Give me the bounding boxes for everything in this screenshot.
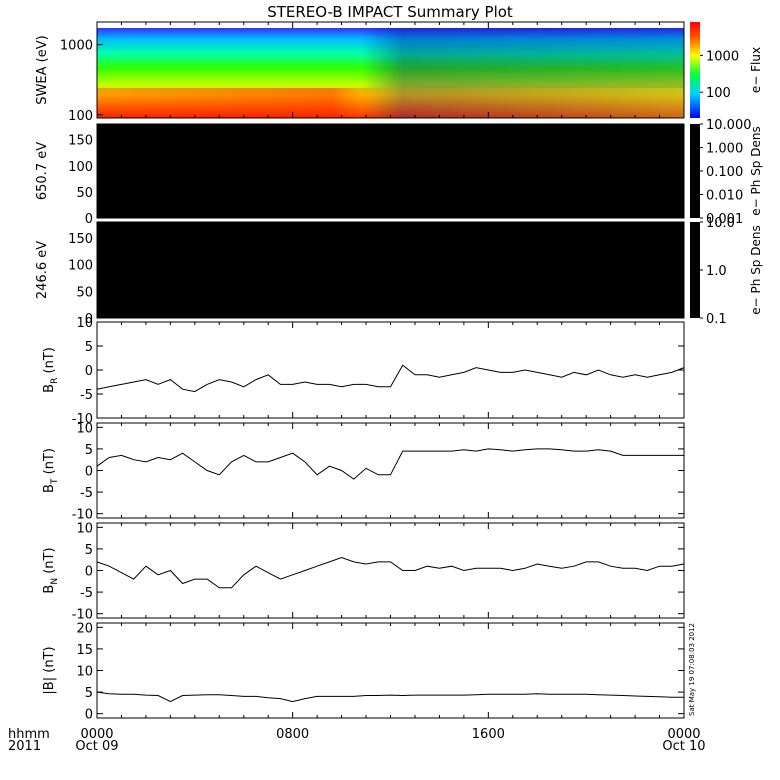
field-trace <box>96 448 684 480</box>
y-tick-label: 100 <box>68 259 93 274</box>
y-tick-label: 150 <box>68 232 93 247</box>
panel-4: -10 -5 0 5 10 BR (nT) <box>42 316 685 427</box>
y-tick-label: 100 <box>68 109 93 124</box>
y-axis-label: 246.6 eV <box>35 241 50 299</box>
y-axis-label: BN (nT) <box>42 547 60 593</box>
field-trace <box>96 364 685 393</box>
colorbar-label: e− Flux <box>749 47 763 93</box>
y-tick-label: 5 <box>85 340 93 355</box>
panel-frame <box>96 422 685 519</box>
y-tick-label: 5 <box>85 686 93 701</box>
y-tick-label: 20 <box>76 621 93 636</box>
colorbar-tick-label: 0.010 <box>706 189 743 204</box>
pad-spectrogram <box>97 222 684 318</box>
y-tick-label: 0 <box>85 708 93 723</box>
y-tick-label: 10 <box>76 521 93 536</box>
y-tick-label: -10 <box>72 508 93 523</box>
y-tick-label: 50 <box>76 186 93 201</box>
year-label: 2011 <box>8 739 41 754</box>
y-axis-label-main: B <box>42 384 57 393</box>
y-tick-label: -10 <box>72 608 93 623</box>
colorbar-label: e− Ph Sp Dens <box>749 225 763 314</box>
y-tick-label: 10 <box>76 316 93 331</box>
y-axis-label-unit: (nT) <box>42 547 57 577</box>
y-axis-label: BT (nT) <box>42 448 60 493</box>
date-tick-label: Oct 10 <box>662 739 705 754</box>
y-tick-label: 1000 <box>60 39 93 54</box>
plot-title: STEREO-B IMPACT Summary Plot <box>267 3 513 21</box>
y-axis-label: |B| (nT) <box>42 646 57 694</box>
y-tick-label: 10 <box>76 665 93 680</box>
pad-spectrogram <box>97 124 684 218</box>
y-axis-label-subscript: T <box>50 478 60 485</box>
y-axis-label-unit: (nT) <box>42 448 57 478</box>
y-axis-label-main: B <box>42 585 57 594</box>
y-axis-label: BR (nT) <box>42 347 60 393</box>
time-tick-label: 0800 <box>276 727 309 742</box>
y-tick-label: 50 <box>76 285 93 300</box>
y-tick-label: 0 <box>85 312 93 327</box>
y-axis-label-subscript: R <box>50 378 60 384</box>
panel-frame <box>96 622 685 719</box>
time-tick-label: 0000 <box>80 727 113 742</box>
panel-6: -10 -5 0 5 10 BN (nT) <box>42 521 685 623</box>
y-axis-label-unit: (nT) <box>42 347 57 377</box>
colorbar <box>690 22 700 118</box>
panel-5: -10 -5 0 5 10 BT (nT) <box>42 421 685 523</box>
field-trace <box>96 556 685 589</box>
y-axis-label: SWEA (eV) <box>35 35 50 104</box>
colorbar-tick-label: 1000 <box>706 49 739 64</box>
y-tick-label: 15 <box>76 643 93 658</box>
y-tick-label: 5 <box>85 543 93 558</box>
y-tick-label: 100 <box>68 160 93 175</box>
y-axis-label-main: |B| <box>42 677 57 695</box>
y-tick-label: 0 <box>85 465 93 480</box>
time-tick-label: 0000 <box>667 727 700 742</box>
field-trace <box>96 691 684 703</box>
y-axis-label-unit: (nT) <box>42 646 57 676</box>
date-tick-label: Oct 09 <box>75 739 118 754</box>
y-axis-label-subscript: N <box>50 578 60 585</box>
colorbar-tick-label: 0.100 <box>706 165 743 180</box>
y-tick-label: 5 <box>85 443 93 458</box>
swea-lowenergy-shading <box>97 88 684 118</box>
panel-3: 10.0 1.0 0.1 e− Ph Sp Dens 0 50 100 150 246.6 eV <box>35 216 763 327</box>
y-axis-label-main: B <box>42 484 57 493</box>
hhmm-label: hhmm <box>8 727 50 742</box>
y-tick-label: -10 <box>72 412 93 427</box>
panel-frame <box>96 321 685 419</box>
colorbar-tick-label: 0.001 <box>706 212 743 227</box>
y-tick-label: 0 <box>85 212 93 227</box>
colorbar-tick-label: 0.1 <box>706 312 727 327</box>
y-axis-label: 650.7 eV <box>35 142 50 200</box>
colorbar-tick-label: 1.000 <box>706 142 743 157</box>
y-tick-label: 150 <box>68 134 93 149</box>
colorbar-tick-label: 10.0 <box>706 216 735 231</box>
y-tick-label: -5 <box>80 486 93 501</box>
y-tick-label: 0 <box>85 565 93 580</box>
colorbar-tick-label: 1.0 <box>706 264 727 279</box>
y-tick-label: -5 <box>80 586 93 601</box>
colorbar-label: e− Ph Sp Dens <box>749 126 763 215</box>
colorbar <box>690 124 700 218</box>
y-tick-label: 0 <box>85 364 93 379</box>
panel-7: 0 5 10 15 20 |B| (nT) <box>42 621 685 723</box>
y-tick-label: 10 <box>76 421 93 436</box>
time-tick-label: 1600 <box>472 727 505 742</box>
colorbar-tick-label: 10.000 <box>706 118 752 133</box>
colorbar-tick-label: 100 <box>706 86 731 101</box>
generation-timestamp: Sat May 19 07:08:03 2012 <box>688 623 696 716</box>
colorbar <box>690 222 700 318</box>
y-tick-label: -5 <box>80 388 93 403</box>
panel-1: 100 1000 e− Flux 100 1000 SWEA (eV) <box>35 21 763 124</box>
panel-frame <box>96 522 685 619</box>
panel-2: 10.000 1.000 0.100 0.010 0.001 e− Ph Sp Dens 0… <box>35 118 763 227</box>
